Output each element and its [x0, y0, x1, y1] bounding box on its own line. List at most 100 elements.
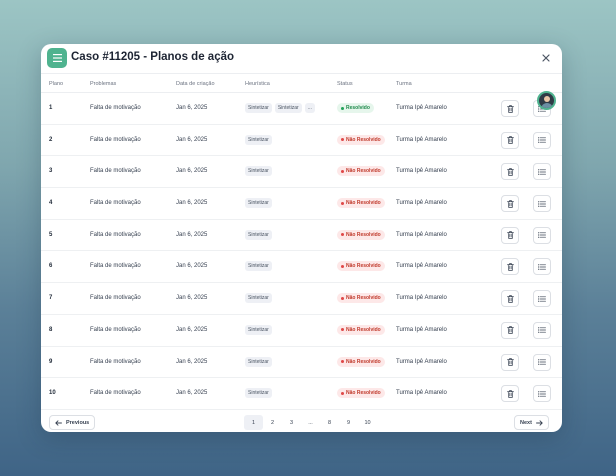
heuristic-tag: Sintetizar	[245, 198, 272, 209]
trash-icon	[506, 294, 514, 303]
details-button[interactable]	[533, 163, 551, 181]
delete-button[interactable]	[501, 226, 519, 244]
status-dot	[341, 391, 344, 395]
list-icon	[538, 232, 546, 239]
turma-text: Turma Ipê Amarelo	[396, 231, 447, 238]
details-button[interactable]	[533, 258, 551, 276]
heuristic-tags: Sintetizar	[245, 356, 272, 367]
page-button[interactable]: 3	[289, 419, 294, 426]
heuristic-tag: Sintetizar	[245, 229, 272, 240]
status-label: Não Resolvido	[346, 295, 381, 302]
status-cell: Não Resolvido	[337, 324, 385, 335]
status-label: Resolvido	[346, 105, 370, 111]
heuristic-tag: Sintetizar	[274, 103, 302, 113]
delete-button[interactable]	[501, 385, 519, 403]
details-button[interactable]	[533, 321, 551, 339]
status-label: Não Resolvido	[346, 168, 381, 175]
page-button[interactable]: 2	[270, 419, 275, 426]
turma-text: Turma Ipê Amarelo	[396, 200, 447, 207]
status-cell: Não Resolvido	[337, 261, 385, 272]
table-body: 1 Falta de motivação Jan 6, 2025 Sinteti…	[41, 93, 562, 410]
status-badge: Não Resolvido	[337, 356, 385, 367]
heuristic-tags: Sintetizar	[245, 293, 272, 304]
creation-date: Jan 6, 2025	[176, 263, 208, 270]
status-cell: Não Resolvido	[337, 198, 385, 209]
details-button[interactable]	[533, 195, 551, 213]
trash-icon	[506, 168, 514, 176]
previous-button[interactable]: Previous	[49, 415, 96, 430]
delete-button[interactable]	[501, 163, 519, 181]
turma-text: Turma Ipê Amarelo	[396, 326, 447, 333]
table-header: Plano Problemas Data de criação Heurísti…	[41, 73, 562, 93]
status-label: Não Resolvido	[346, 200, 381, 207]
creation-date: Jan 6, 2025	[176, 105, 208, 111]
delete-button[interactable]	[501, 131, 519, 149]
status-cell: Não Resolvido	[337, 388, 385, 399]
arrow-right-icon	[535, 419, 543, 426]
creation-date: Jan 6, 2025	[176, 326, 208, 333]
list-icon	[538, 390, 546, 397]
page-button[interactable]: 10	[364, 419, 371, 426]
next-button[interactable]: Next	[514, 415, 549, 430]
problem-text: Falta de motivação	[90, 231, 141, 238]
status-badge: Não Resolvido	[337, 166, 385, 177]
delete-button[interactable]	[501, 195, 519, 213]
heuristic-tag: Sintetizar	[245, 134, 272, 145]
problem-text: Falta de motivação	[90, 390, 141, 397]
creation-date: Jan 6, 2025	[176, 358, 208, 365]
page-button[interactable]: 8	[327, 419, 332, 426]
heuristic-tags: Sintetizar	[245, 324, 272, 335]
heuristic-tag: Sintetizar	[245, 356, 272, 367]
trash-icon	[506, 136, 514, 144]
avatar-body	[541, 103, 553, 108]
trash-icon	[506, 358, 514, 366]
problem-text: Falta de motivação	[90, 358, 141, 365]
details-button[interactable]	[533, 290, 551, 308]
status-dot	[341, 106, 344, 110]
delete-button[interactable]	[501, 321, 519, 339]
status-badge: Não Resolvido	[337, 198, 385, 209]
creation-date: Jan 6, 2025	[176, 168, 208, 175]
close-button[interactable]	[540, 52, 552, 64]
details-button[interactable]	[533, 353, 551, 371]
table-row: 1 Falta de motivação Jan 6, 2025 Sinteti…	[41, 93, 562, 125]
status-dot	[341, 264, 344, 268]
status-cell: Resolvido	[337, 103, 374, 113]
problem-text: Falta de motivação	[90, 136, 141, 143]
plano-number: 9	[49, 358, 53, 365]
details-button[interactable]	[533, 131, 551, 149]
creation-date: Jan 6, 2025	[176, 136, 208, 143]
delete-button[interactable]	[501, 353, 519, 371]
heuristic-tags: Sintetizar	[245, 134, 272, 145]
status-badge: Não Resolvido	[337, 293, 385, 304]
turma-text: Turma Ipê Amarelo	[396, 136, 447, 143]
page-button[interactable]: 1	[244, 415, 263, 430]
details-button[interactable]	[533, 385, 551, 403]
menu-button[interactable]	[47, 48, 67, 68]
modal-header: Caso #11205 - Planos de ação	[41, 44, 562, 73]
details-button[interactable]	[533, 226, 551, 244]
heuristic-tags: Sintetizar Sintetizar...	[245, 103, 315, 113]
status-badge: Não Resolvido	[337, 261, 385, 272]
plano-number: 3	[49, 168, 53, 175]
delete-button[interactable]	[501, 100, 519, 117]
heuristic-tag: Sintetizar	[245, 324, 272, 335]
turma-text: Turma Ipê Amarelo	[396, 390, 447, 397]
status-cell: Não Resolvido	[337, 356, 385, 367]
list-icon	[538, 264, 546, 270]
status-badge: Não Resolvido	[337, 324, 385, 335]
trash-icon	[506, 199, 514, 208]
page-button[interactable]: 9	[346, 419, 351, 426]
action-plans-modal: Caso #11205 - Planos de ação Plano Probl…	[41, 44, 562, 432]
delete-button[interactable]	[501, 290, 519, 308]
status-cell: Não Resolvido	[337, 134, 385, 145]
table-row: 3 Falta de motivação Jan 6, 2025 Sinteti…	[41, 156, 562, 189]
table-row: 9 Falta de motivação Jan 6, 2025 Sinteti…	[41, 347, 562, 379]
table-row: 2 Falta de motivação Jan 6, 2025 Sinteti…	[41, 125, 562, 157]
delete-button[interactable]	[501, 258, 519, 276]
status-label: Não Resolvido	[346, 136, 381, 143]
status-cell: Não Resolvido	[337, 166, 385, 177]
heuristic-tag: Sintetizar	[245, 166, 272, 177]
avatar[interactable]	[537, 91, 556, 110]
close-icon	[542, 54, 550, 62]
